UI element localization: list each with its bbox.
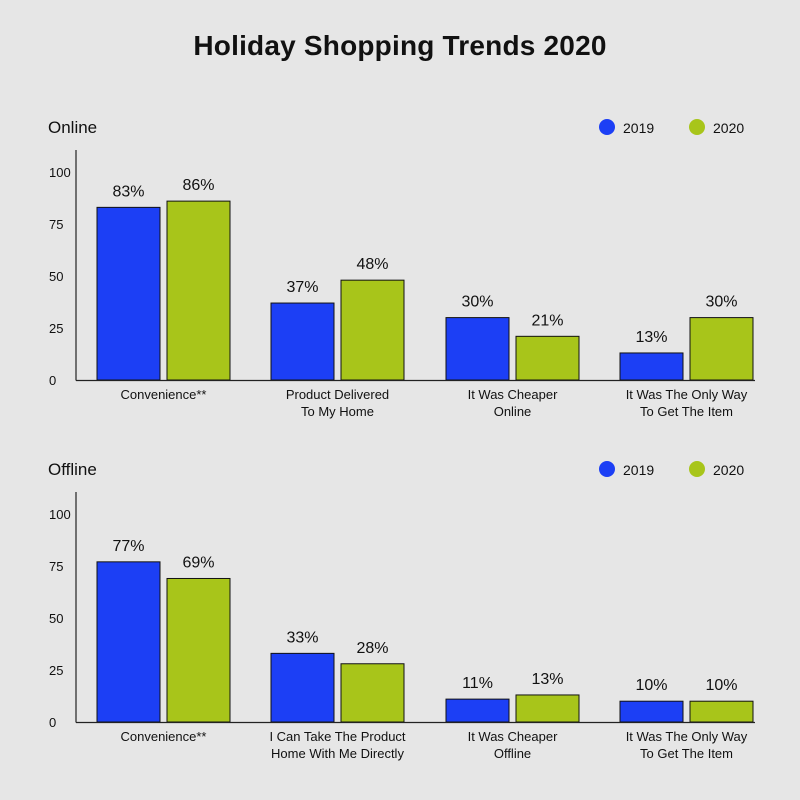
data-label: 13%: [531, 671, 563, 688]
data-label: 21%: [531, 312, 563, 329]
y-tick-label: 100: [49, 165, 71, 180]
data-label: 10%: [705, 677, 737, 694]
bar-it-was-cheaper-offline-2019: [445, 698, 510, 723]
bar-i-can-take-the-product-home-with-me-directly-2019: [270, 652, 335, 723]
data-label: 11%: [462, 675, 493, 692]
category-label: Online: [494, 404, 532, 419]
y-tick-label: 50: [49, 269, 63, 284]
y-tick-label: 50: [49, 611, 63, 626]
bar-product-delivered-to-my-home-2019: [270, 302, 335, 381]
bar-it-was-cheaper-online-2020: [515, 335, 580, 381]
y-tick-label: 100: [49, 507, 71, 522]
bar-convenience-2019: [96, 206, 161, 381]
online-chart: Online 2019 2020 100 75 50 25 0 83% 86% Convenienc…: [48, 118, 755, 419]
category-label: Offline: [494, 746, 531, 761]
y-tick-label: 75: [49, 559, 63, 574]
data-label: 30%: [461, 294, 493, 311]
data-label: 77%: [112, 538, 144, 555]
bar-it-was-the-only-way-to-get-the-item-2020: [689, 317, 754, 381]
bar-it-was-the-only-way-to-get-the-item-2019: [619, 700, 684, 723]
main-title: Holiday Shopping Trends 2020: [193, 30, 607, 61]
category-label: To My Home: [301, 404, 374, 419]
data-label: 10%: [635, 677, 667, 694]
category-label: Home With Me Directly: [271, 746, 404, 761]
category-label: It Was The Only Way: [626, 387, 748, 402]
data-label: 48%: [356, 256, 388, 273]
legend-swatch-2020: [689, 461, 705, 477]
bar-it-was-cheaper-offline-2020: [515, 694, 580, 723]
category-label: To Get The Item: [640, 404, 733, 419]
data-label: 30%: [705, 294, 737, 311]
panel-title: Online: [48, 118, 97, 137]
category-label: Convenience**: [120, 387, 206, 402]
category-label: It Was Cheaper: [468, 729, 559, 744]
legend-label-2019: 2019: [623, 120, 654, 136]
data-label: 86%: [182, 177, 214, 194]
panel-title: Offline: [48, 460, 97, 479]
y-tick-label: 25: [49, 321, 63, 336]
bar-it-was-the-only-way-to-get-the-item-2020: [689, 700, 754, 723]
category-label: Product Delivered: [286, 387, 389, 402]
legend-swatch-2019: [599, 461, 615, 477]
category-label: It Was Cheaper: [468, 387, 559, 402]
y-tick-label: 75: [49, 217, 63, 232]
bar-convenience-2019: [96, 561, 161, 723]
bar-convenience-2020: [166, 200, 231, 381]
y-tick-label: 0: [49, 715, 56, 730]
y-tick-label: 0: [49, 373, 56, 388]
bar-product-delivered-to-my-home-2020: [340, 279, 405, 381]
bar-it-was-the-only-way-to-get-the-item-2019: [619, 352, 684, 381]
legend-swatch-2020: [689, 119, 705, 135]
legend-label-2019: 2019: [623, 462, 654, 478]
data-label: 13%: [635, 329, 667, 346]
data-label: 69%: [182, 554, 214, 571]
y-tick-label: 25: [49, 663, 63, 678]
legend-label-2020: 2020: [713, 120, 744, 136]
bar-i-can-take-the-product-home-with-me-directly-2020: [340, 663, 405, 723]
data-label: 28%: [356, 640, 388, 657]
data-label: 37%: [286, 279, 318, 296]
category-label: It Was The Only Way: [626, 729, 748, 744]
bar-convenience-2020: [166, 577, 231, 723]
offline-chart: Offline 2019 2020 100 75 50 25 0 77% 69% Convenien…: [48, 460, 755, 761]
bar-it-was-cheaper-online-2019: [445, 317, 510, 381]
legend-swatch-2019: [599, 119, 615, 135]
data-label: 33%: [286, 629, 318, 646]
category-label: I Can Take The Product: [269, 729, 405, 744]
category-label: Convenience**: [120, 729, 206, 744]
data-label: 83%: [112, 183, 144, 200]
category-label: To Get The Item: [640, 746, 733, 761]
legend-label-2020: 2020: [713, 462, 744, 478]
